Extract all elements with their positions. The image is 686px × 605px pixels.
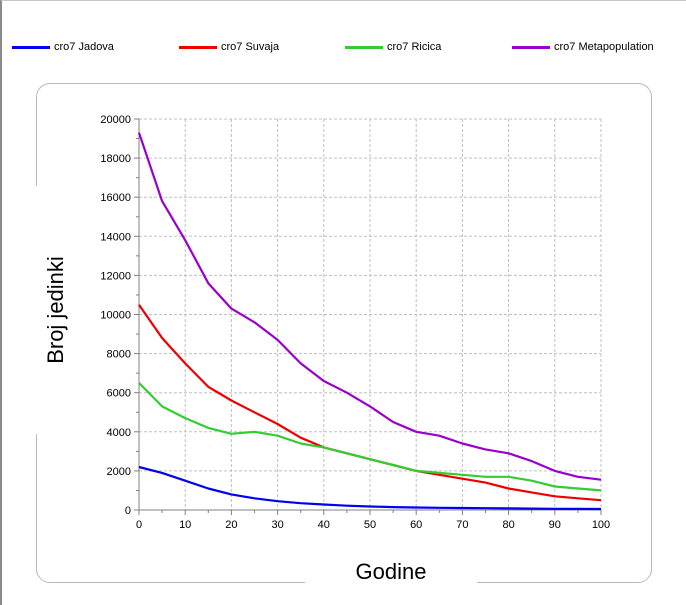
y-tick-label: 0 — [125, 505, 131, 517]
x-axis-title: Godine — [355, 559, 427, 584]
legend-label: cro7 Jadova — [54, 41, 114, 53]
legend-item-jadova: cro7 Jadova — [12, 40, 114, 54]
legend-swatch — [345, 45, 383, 49]
x-tick-label: 20 — [225, 519, 237, 531]
y-tick-label: 4000 — [107, 427, 131, 439]
legend-item-metapopulation: cro7 Metapopulation — [512, 40, 654, 54]
x-tick-label: 70 — [456, 519, 468, 531]
series-line-cro7-metapopulation — [137, 132, 602, 481]
y-tick-label: 2000 — [107, 466, 131, 478]
x-tick-label: 90 — [549, 519, 561, 531]
frame-gap-bottom — [305, 578, 477, 586]
legend-label: cro7 Suvaja — [221, 41, 280, 53]
y-tick-label: 10000 — [100, 310, 131, 322]
legend-swatch — [512, 45, 550, 49]
legend-swatch — [12, 45, 50, 49]
x-tick-label: 100 — [592, 519, 610, 531]
legend-label: cro7 Metapopulation — [554, 41, 654, 53]
x-tick-label: 30 — [271, 519, 283, 531]
series-line-cro7-ricica — [138, 382, 602, 492]
x-tick-label: 60 — [410, 519, 422, 531]
x-tick-label: 50 — [364, 519, 376, 531]
y-axis-title: Broj jedinki — [43, 256, 68, 364]
y-tick-label: 20000 — [100, 114, 131, 126]
x-tick-label: 80 — [502, 519, 514, 531]
y-tick-label: 16000 — [100, 192, 131, 204]
y-tick-label: 18000 — [100, 153, 131, 165]
x-tick-label: 40 — [318, 519, 330, 531]
legend-swatch — [179, 45, 217, 49]
legend-item-ricica: cro7 Ricica — [345, 40, 441, 54]
legend-item-suvaja: cro7 Suvaja — [179, 40, 279, 54]
x-tick-label: 10 — [179, 519, 191, 531]
y-tick-label: 12000 — [100, 270, 131, 282]
frame-gap-left — [34, 186, 40, 434]
y-tick-label: 14000 — [100, 231, 131, 243]
series-line-cro7-jadova — [138, 465, 602, 511]
y-tick-label: 8000 — [107, 349, 131, 361]
y-tick-label: 6000 — [107, 388, 131, 400]
legend-label: cro7 Ricica — [387, 41, 442, 53]
x-tick-label: 0 — [136, 519, 142, 531]
